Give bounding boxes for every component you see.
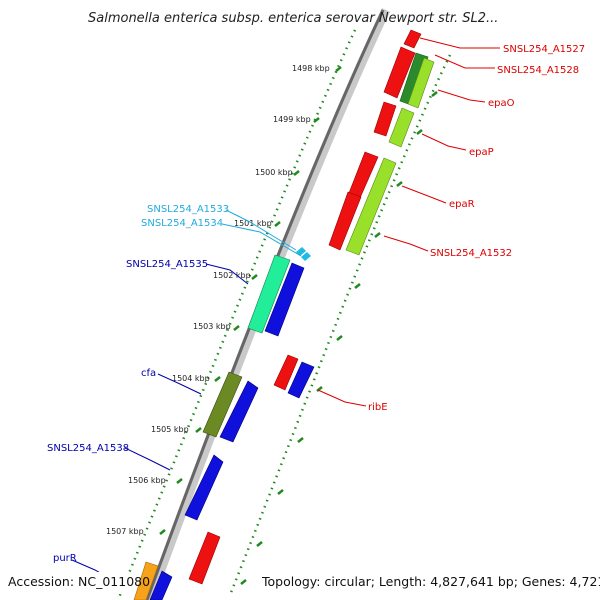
footer-right-bg — [258, 572, 596, 594]
gene-epaP-red[interactable] — [373, 101, 397, 137]
kbp-tick-1504: 1504 kbp — [172, 374, 210, 383]
kbp-tick-1498: 1498 kbp — [292, 64, 330, 73]
gene-label-epaP: epaP — [469, 147, 494, 158]
kbp-tick-1499: 1499 kbp — [273, 115, 311, 124]
gene-label-SNSL254_A1528: SNSL254_A1528 — [497, 65, 579, 76]
gene-epaP[interactable] — [388, 107, 415, 148]
kbp-tick-1507: 1507 kbp — [106, 527, 144, 536]
gene-SNSL254_A1535-teal[interactable] — [247, 254, 291, 334]
gene-outer-lower-red[interactable] — [188, 531, 221, 585]
gene-SNSL254_A1532[interactable] — [328, 191, 362, 251]
outer-track-guide — [228, 54, 452, 596]
inner-track-guide — [116, 29, 357, 600]
gene-label-SNSL254_A1532: SNSL254_A1532 — [430, 248, 512, 259]
gene-cfa-blue[interactable] — [219, 380, 259, 443]
kbp-tick-1502: 1502 kbp — [213, 271, 251, 280]
kbp-tick-1506: 1506 kbp — [128, 476, 166, 485]
gene-purR[interactable] — [133, 561, 159, 600]
tick-dashes — [159, 66, 438, 585]
gene-ribE-red[interactable] — [273, 354, 299, 391]
gene-SNSL254_A1533[interactable] — [296, 247, 306, 256]
gene-label-SNSL254_A1527: SNSL254_A1527 — [503, 44, 585, 55]
gene-epaR[interactable] — [345, 157, 397, 256]
map-title: Salmonella enterica subsp. enterica sero… — [88, 11, 498, 26]
gene-label-ribE: ribE — [368, 402, 388, 413]
gene-label-cfa: cfa — [141, 368, 156, 379]
accession-label: Accession: NC_011080 — [8, 574, 150, 589]
genes-inner-track — [133, 247, 311, 600]
gene-ribE[interactable] — [287, 361, 315, 399]
gene-label-SNSL254_A1534: SNSL254_A1534 — [141, 218, 223, 229]
gene-SNSL254_A1538[interactable] — [184, 454, 224, 521]
kbp-tick-1505: 1505 kbp — [151, 425, 189, 434]
gene-label-epaO: epaO — [488, 98, 515, 109]
kbp-tick-1500: 1500 kbp — [255, 168, 293, 177]
footer-left-bg — [4, 572, 132, 594]
gene-SNSL254_A1528[interactable] — [383, 46, 416, 99]
gene-label-SNSL254_A1535: SNSL254_A1535 — [126, 259, 208, 270]
gene-label-epaR: epaR — [449, 199, 475, 210]
topology-label: Topology: circular; Length: 4,827,641 bp… — [261, 574, 600, 589]
leader-lines-right — [317, 37, 500, 407]
gene-label-purR: purR — [53, 553, 77, 564]
gene-purR-blue[interactable] — [149, 570, 173, 600]
gene-SNSL254_A1527[interactable] — [403, 29, 422, 49]
gene-SNSL254_A1535[interactable] — [264, 262, 305, 337]
kbp-tick-1503: 1503 kbp — [193, 322, 231, 331]
gene-label-SNSL254_A1533: SNSL254_A1533 — [147, 204, 229, 215]
gene-label-SNSL254_A1538: SNSL254_A1538 — [47, 443, 129, 454]
gene-SNSL254_A1534[interactable] — [301, 252, 311, 261]
genes-outer-track — [188, 29, 435, 585]
gene-epaO[interactable] — [407, 57, 435, 109]
gene-cfa[interactable] — [202, 371, 243, 438]
